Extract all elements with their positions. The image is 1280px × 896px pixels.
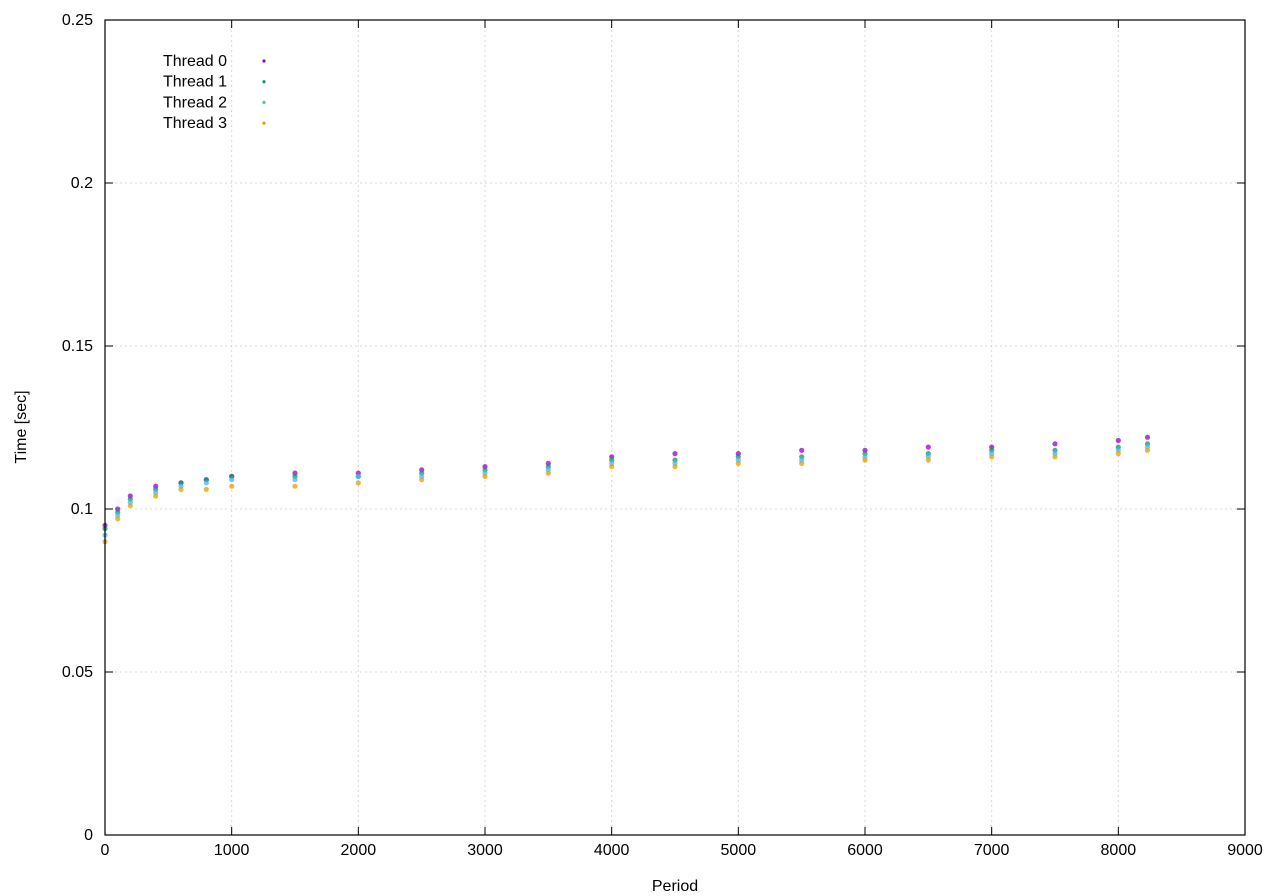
x-tick-label: 4000 xyxy=(594,842,630,859)
data-point xyxy=(672,464,678,470)
legend-item: Thread 1 xyxy=(163,74,266,91)
series-thread-3 xyxy=(102,447,1151,545)
data-point xyxy=(203,480,209,486)
y-tick-label: 0.15 xyxy=(62,338,93,355)
data-point xyxy=(799,460,805,466)
y-tick-label: 0 xyxy=(84,827,93,844)
y-tick-label: 0.2 xyxy=(71,175,93,192)
data-point xyxy=(292,483,298,489)
x-tick-label: 8000 xyxy=(1101,842,1137,859)
data-point xyxy=(925,444,931,450)
x-axis-label: Period xyxy=(652,878,698,895)
data-point xyxy=(672,451,678,457)
x-tick-label: 3000 xyxy=(467,842,503,859)
x-tick-label: 7000 xyxy=(974,842,1010,859)
data-point xyxy=(482,473,488,479)
axis-ticks: 0 1000 2000 3000 4000 5000 6000 7000 8000 9000 0 0.… xyxy=(62,12,1263,859)
data-point xyxy=(203,486,209,492)
legend-marker xyxy=(262,121,266,125)
data-point xyxy=(115,516,121,522)
data-point xyxy=(1144,434,1151,440)
data-point xyxy=(153,493,159,499)
data-point xyxy=(292,477,298,483)
legend-marker xyxy=(262,80,266,84)
legend-label: Thread 3 xyxy=(163,115,227,132)
data-point xyxy=(355,473,361,479)
legend-marker xyxy=(262,100,266,104)
data-point xyxy=(545,470,551,476)
legend-label: Thread 2 xyxy=(163,94,227,111)
data-point xyxy=(127,503,133,509)
legend-item: Thread 0 xyxy=(163,53,266,70)
x-tick-label: 9000 xyxy=(1227,842,1263,859)
x-tick-label: 6000 xyxy=(847,842,883,859)
y-axis-label: Time [sec] xyxy=(13,390,30,463)
legend-item: Thread 2 xyxy=(163,94,266,111)
data-point xyxy=(1115,437,1121,444)
legend-item: Thread 3 xyxy=(163,115,266,132)
legend-label: Thread 0 xyxy=(163,53,227,70)
legend-marker xyxy=(262,59,266,63)
data-point xyxy=(229,477,235,483)
y-tick-label: 0.25 xyxy=(62,12,93,29)
grid xyxy=(105,20,1245,835)
data-point xyxy=(1052,454,1058,460)
data-point xyxy=(1144,447,1151,453)
data-point xyxy=(799,447,805,453)
y-tick-label: 0.1 xyxy=(71,501,93,518)
data-point xyxy=(609,464,615,470)
data-point xyxy=(419,477,425,483)
data-point xyxy=(178,486,184,492)
data-point xyxy=(355,480,361,486)
x-tick-label: 2000 xyxy=(341,842,377,859)
data-points xyxy=(102,434,1151,545)
legend-label: Thread 1 xyxy=(163,74,227,91)
data-point xyxy=(925,457,931,463)
data-point xyxy=(735,460,741,466)
data-point xyxy=(862,457,868,463)
data-point xyxy=(1115,451,1121,457)
data-point xyxy=(989,454,995,460)
y-tick-label: 0.05 xyxy=(62,664,93,681)
data-point xyxy=(229,483,235,489)
legend: Thread 0 Thread 1 Thread 2 Thread 3 xyxy=(163,53,266,132)
x-tick-label: 1000 xyxy=(214,842,250,859)
x-tick-label: 5000 xyxy=(721,842,757,859)
x-tick-label: 0 xyxy=(101,842,110,859)
data-point xyxy=(1052,441,1058,447)
plot-frame xyxy=(104,19,1246,836)
